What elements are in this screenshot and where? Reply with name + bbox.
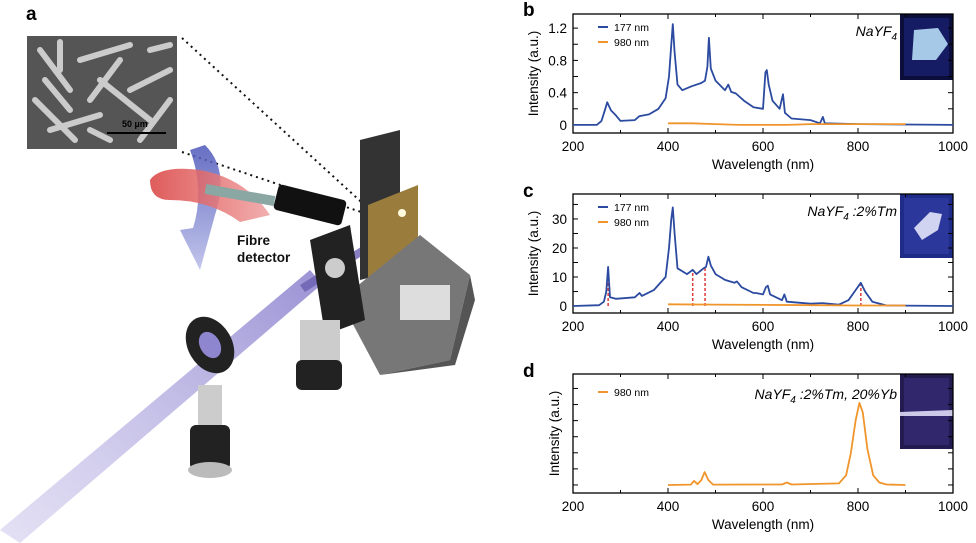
x-axis-label: Wavelength (nm): [712, 337, 814, 352]
y-axis-label: Intensity (a.u.): [526, 31, 541, 117]
chart-panel-b: 200 400 600 800 1000 0 0.4 0.8 1.2 Wavelength (nm…: [526, 13, 968, 172]
y-tick-label: 20: [552, 241, 567, 256]
series-line-980-nm: [668, 122, 906, 126]
x-axis-label: Wavelength (nm): [712, 157, 814, 172]
panel-label-a: a: [26, 4, 37, 25]
sample-glow: [900, 410, 953, 416]
legend-label: 177 nm: [614, 22, 649, 34]
x-tick-label: 400: [657, 319, 680, 334]
iris-mount: [185, 316, 235, 478]
sample-annotation: NaYF4 :2%Tm: [807, 203, 897, 223]
fibre-label-line1: Fibre: [237, 233, 271, 248]
y-axis-label: Intensity (a.u.): [547, 391, 562, 477]
experimental-setup-illustration: [0, 36, 475, 543]
series-line-177-nm: [572, 206, 954, 307]
mirror-mount: [296, 225, 365, 390]
panel-label-b: b: [523, 0, 535, 21]
sample-annotation: NaYF4 :2%Tm, 20%Yb: [754, 386, 897, 406]
legend-label: 177 nm: [614, 202, 649, 214]
x-tick-label: 200: [562, 139, 585, 154]
y-tick-label: 0.8: [548, 53, 567, 68]
fibre-detector: [204, 183, 347, 226]
y-tick-label: 0: [559, 118, 567, 133]
panel-label-c: c: [523, 181, 534, 202]
annotation-main: NaYF: [754, 386, 791, 402]
y-tick-label: 10: [552, 270, 567, 285]
annotation-subscript: 4: [790, 395, 796, 406]
sample-glow: [914, 212, 942, 240]
inset-photo: [900, 374, 953, 449]
zoom-dotted-lines: [181, 37, 371, 216]
series-line-980-nm: [667, 303, 906, 307]
x-tick-label: 200: [562, 319, 585, 334]
panel-label-d: d: [523, 361, 535, 382]
x-tick-label: 600: [752, 499, 775, 514]
fibre-label-line2: detector: [237, 250, 291, 265]
x-axis-label: Wavelength (nm): [712, 517, 814, 532]
y-tick-label: 30: [552, 212, 567, 227]
x-tick-label: 200: [562, 499, 585, 514]
annotation-subscript: 4: [843, 212, 849, 223]
sample-glow: [912, 28, 948, 60]
x-tick-label: 400: [657, 499, 680, 514]
sem-image: [27, 36, 177, 149]
scale-bar-label: 50 µm: [122, 119, 148, 129]
annotation-subscript: 4: [891, 32, 897, 43]
x-tick-label: 800: [847, 139, 870, 154]
y-axis-label: Intensity (a.u.): [526, 211, 541, 297]
x-tick-label: 400: [657, 139, 680, 154]
chart-panel-d: 200 400 600 800 1000 Wavelength (nm) Intensity…: [547, 373, 968, 532]
x-tick-label: 1000: [938, 139, 968, 154]
rotation-arrow-red: [150, 168, 270, 222]
x-tick-label: 600: [752, 139, 775, 154]
series-line-980-nm: [667, 402, 906, 486]
y-tick-label: 0: [559, 299, 567, 314]
y-tick-label: 0.4: [548, 86, 567, 101]
inset-photo: [900, 194, 953, 258]
annotation-rest: :2%Tm, 20%Yb: [796, 386, 897, 402]
fibre-detector-label: Fibre detector: [237, 232, 290, 266]
sample-annotation: NaYF4: [856, 23, 898, 43]
annotation-main: NaYF: [856, 23, 893, 39]
inset-photo: [900, 14, 953, 80]
series-line-177-nm: [573, 23, 954, 126]
legend-label: 980 nm: [614, 387, 649, 399]
annotation-rest: :2%Tm: [849, 203, 898, 219]
annotation-main: NaYF: [807, 203, 844, 219]
x-tick-label: 800: [847, 319, 870, 334]
x-tick-label: 1000: [938, 499, 968, 514]
legend-label: 980 nm: [614, 217, 649, 229]
laser-beam: [0, 270, 322, 543]
x-tick-label: 800: [847, 499, 870, 514]
y-tick-label: 1.2: [548, 21, 567, 36]
chart-panel-c: 200 400 600 800 1000 0 10 20 30 Wavelength (nm) In…: [526, 193, 968, 352]
legend-label: 980 nm: [614, 37, 649, 49]
x-tick-label: 1000: [938, 319, 968, 334]
x-tick-label: 600: [752, 319, 775, 334]
sample-stage: [340, 130, 475, 375]
